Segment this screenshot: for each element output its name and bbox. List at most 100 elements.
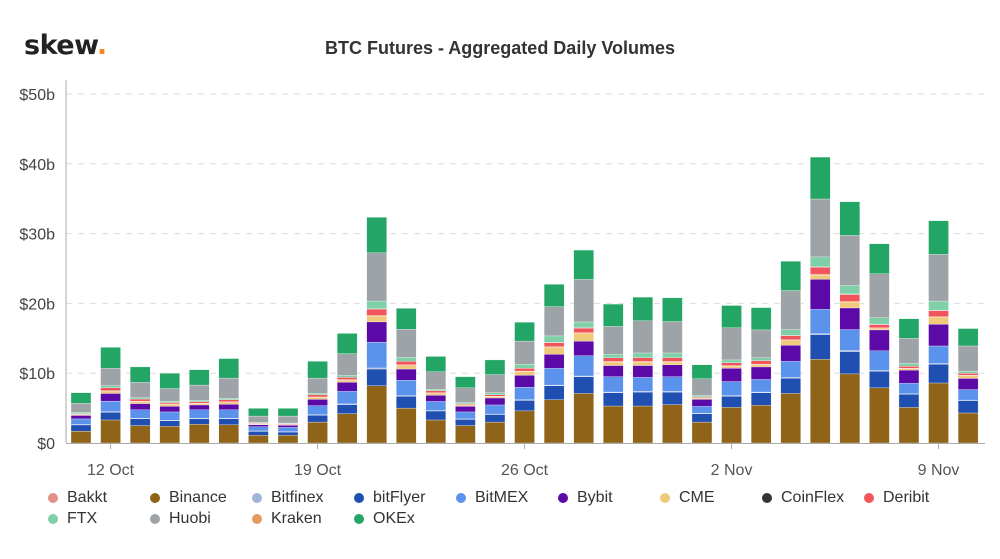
bar-segment-bitflyer[interactable]: [514, 400, 535, 412]
bar-segment-bitmex[interactable]: [307, 405, 328, 415]
bar-segment-bitflyer[interactable]: [396, 396, 417, 409]
bar-stack[interactable]: [100, 347, 121, 444]
bar-segment-bybit[interactable]: [336, 382, 358, 392]
bar-segment-huobi[interactable]: [573, 279, 594, 323]
bar-segment-ftx[interactable]: [662, 352, 683, 358]
bar-segment-ftx[interactable]: [721, 359, 742, 363]
bar-segment-huobi[interactable]: [839, 235, 860, 286]
bar-segment-bitmex[interactable]: [455, 411, 476, 420]
bar-segment-ftx[interactable]: [425, 389, 446, 391]
bar-segment-bitmex[interactable]: [366, 341, 387, 369]
bar-segment-ftx[interactable]: [455, 402, 476, 405]
bar-segment-bitmex[interactable]: [869, 350, 890, 371]
bar-segment-binance[interactable]: [839, 373, 860, 444]
bar-segment-cme[interactable]: [336, 380, 358, 383]
bar-segment-okex[interactable]: [543, 284, 565, 307]
bar-segment-bitflyer[interactable]: [839, 351, 860, 375]
bar-segment-huobi[interactable]: [810, 198, 831, 258]
bar-segment-bybit[interactable]: [573, 340, 594, 356]
bar-segment-ftx[interactable]: [129, 397, 151, 400]
bar-segment-cme[interactable]: [159, 404, 180, 407]
bar-segment-bitflyer[interactable]: [129, 418, 151, 426]
bar-segment-cme[interactable]: [514, 371, 535, 376]
bar-stack[interactable]: [898, 318, 920, 444]
bar-segment-bitflyer[interactable]: [307, 414, 328, 423]
legend-item-cme[interactable]: CME: [660, 489, 715, 507]
bar-segment-okex[interactable]: [100, 347, 121, 369]
bar-segment-bitmex[interactable]: [425, 401, 446, 411]
bar-segment-bitflyer[interactable]: [603, 392, 624, 407]
bar-segment-huobi[interactable]: [336, 353, 358, 376]
bar-segment-okex[interactable]: [514, 322, 535, 342]
bar-segment-binance[interactable]: [277, 435, 299, 444]
bar-segment-bitflyer[interactable]: [366, 368, 387, 386]
bar-segment-deribit[interactable]: [159, 402, 180, 405]
bar-segment-bitflyer[interactable]: [159, 420, 180, 427]
bar-segment-ftx[interactable]: [573, 321, 594, 328]
bar-stack[interactable]: [514, 322, 535, 444]
bar-segment-bitflyer[interactable]: [70, 424, 92, 432]
bar-segment-bybit[interactable]: [455, 406, 476, 413]
bar-segment-bybit[interactable]: [662, 364, 683, 377]
bar-segment-huobi[interactable]: [780, 290, 801, 330]
bar-segment-huobi[interactable]: [898, 338, 920, 364]
bar-stack[interactable]: [307, 361, 328, 444]
bar-segment-bybit[interactable]: [484, 397, 506, 406]
bar-segment-cme[interactable]: [129, 401, 151, 404]
bar-segment-bitmex[interactable]: [928, 345, 949, 364]
bar-segment-deribit[interactable]: [425, 390, 446, 393]
bar-segment-bybit[interactable]: [869, 329, 890, 352]
bar-stack[interactable]: [336, 333, 358, 444]
bar-segment-bybit[interactable]: [159, 406, 180, 413]
bar-segment-huobi[interactable]: [632, 320, 653, 354]
bar-segment-bitflyer[interactable]: [662, 391, 683, 405]
bar-segment-binance[interactable]: [869, 387, 890, 444]
bar-segment-huobi[interactable]: [277, 415, 299, 424]
bar-segment-bitflyer[interactable]: [277, 431, 299, 436]
bar-segment-bybit[interactable]: [218, 404, 240, 410]
bar-segment-bitflyer[interactable]: [869, 370, 890, 389]
bar-stack[interactable]: [366, 217, 387, 444]
bar-segment-bybit[interactable]: [543, 354, 565, 369]
bar-segment-cme[interactable]: [810, 274, 831, 280]
bar-segment-binance[interactable]: [336, 413, 358, 444]
bar-segment-bitmex[interactable]: [514, 387, 535, 400]
bar-segment-deribit[interactable]: [632, 357, 653, 362]
bar-segment-bitmex[interactable]: [573, 355, 594, 377]
bar-segment-bitflyer[interactable]: [691, 413, 713, 423]
bar-segment-bybit[interactable]: [632, 365, 653, 378]
bar-stack[interactable]: [780, 261, 801, 444]
bar-segment-cme[interactable]: [869, 328, 890, 331]
bar-segment-bitmex[interactable]: [839, 329, 860, 351]
legend-item-bybit[interactable]: Bybit: [558, 489, 613, 507]
bar-stack[interactable]: [750, 307, 772, 444]
bar-segment-binance[interactable]: [721, 407, 742, 444]
bar-segment-bitflyer[interactable]: [543, 385, 565, 400]
bar-segment-okex[interactable]: [455, 376, 476, 389]
bar-stack[interactable]: [70, 392, 92, 444]
bar-segment-deribit[interactable]: [189, 401, 210, 404]
bar-stack[interactable]: [928, 220, 949, 444]
bar-segment-ftx[interactable]: [307, 393, 328, 395]
bar-segment-binance[interactable]: [603, 405, 624, 444]
bar-segment-ftx[interactable]: [396, 356, 417, 362]
bar-segment-bybit[interactable]: [750, 366, 772, 380]
bar-segment-bitflyer[interactable]: [455, 419, 476, 426]
bar-segment-binance[interactable]: [189, 424, 210, 444]
bar-segment-bybit[interactable]: [248, 424, 269, 427]
bar-segment-deribit[interactable]: [780, 335, 801, 340]
bar-segment-bitflyer[interactable]: [810, 334, 831, 360]
bar-segment-okex[interactable]: [780, 261, 801, 291]
bar-stack[interactable]: [159, 373, 180, 444]
bar-segment-bybit[interactable]: [780, 345, 801, 362]
legend-item-bitmex[interactable]: BitMEX: [456, 489, 528, 507]
bar-segment-cme[interactable]: [928, 317, 949, 325]
bar-segment-huobi[interactable]: [396, 329, 417, 358]
bar-segment-binance[interactable]: [780, 393, 801, 444]
bar-segment-bitmex[interactable]: [662, 376, 683, 392]
bar-segment-okex[interactable]: [366, 217, 387, 254]
legend-item-bakkt[interactable]: Bakkt: [48, 489, 107, 507]
bar-segment-okex[interactable]: [839, 201, 860, 236]
bar-segment-huobi[interactable]: [957, 345, 979, 372]
bar-segment-bitflyer[interactable]: [425, 410, 446, 421]
